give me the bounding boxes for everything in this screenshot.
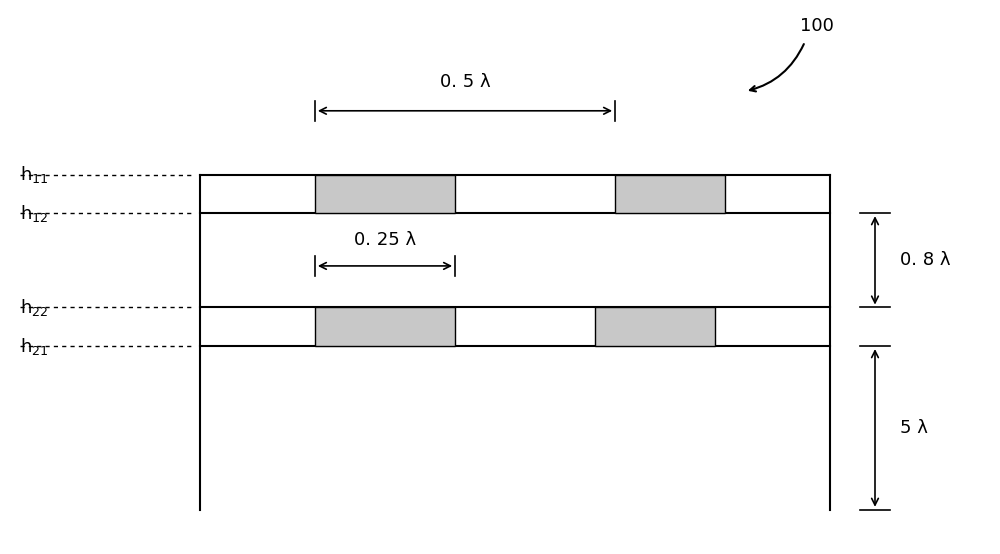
Text: h$_{12}$: h$_{12}$ bbox=[20, 203, 48, 224]
Bar bbox=[315, 175, 455, 213]
Text: h$_{22}$: h$_{22}$ bbox=[20, 297, 48, 318]
Text: h$_{21}$: h$_{21}$ bbox=[20, 336, 48, 357]
Text: 0. 5 λ: 0. 5 λ bbox=[440, 74, 490, 91]
Text: 5 λ: 5 λ bbox=[900, 419, 928, 437]
Text: h$_{11}$: h$_{11}$ bbox=[20, 164, 48, 185]
Text: 100: 100 bbox=[800, 17, 834, 34]
Bar bbox=[315, 307, 455, 346]
Bar bbox=[615, 175, 725, 213]
Text: 0. 8 λ: 0. 8 λ bbox=[900, 252, 950, 269]
Text: 0. 25 λ: 0. 25 λ bbox=[354, 232, 416, 249]
Bar bbox=[595, 307, 715, 346]
